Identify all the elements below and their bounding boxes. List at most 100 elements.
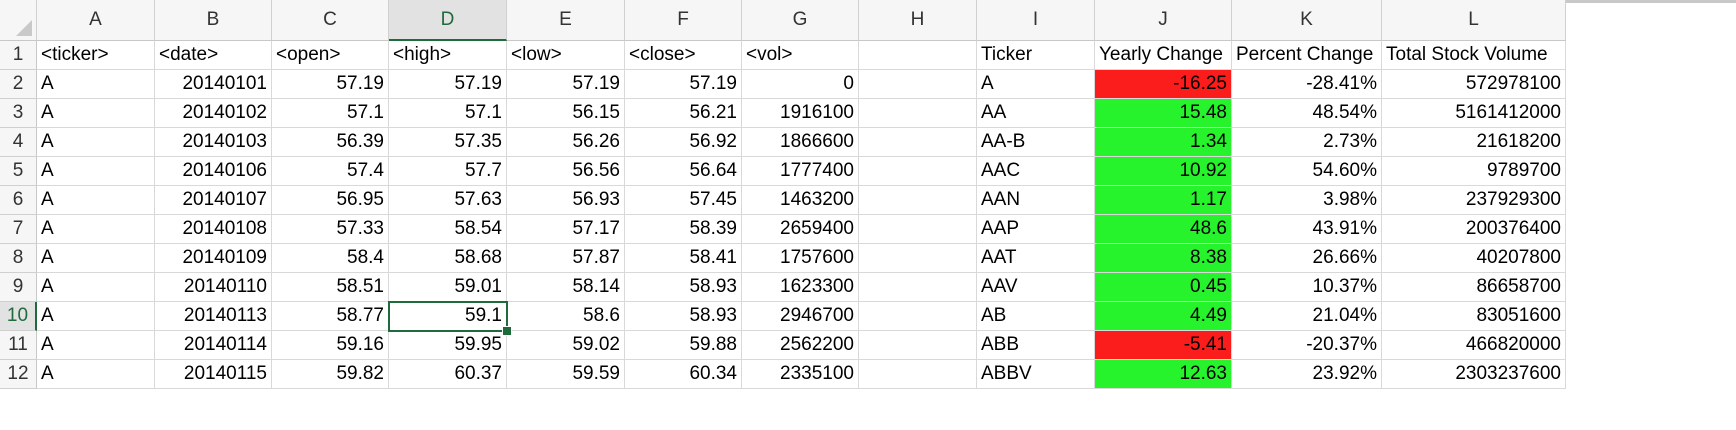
cell-g1[interactable]: <vol>	[742, 41, 859, 70]
cell-d10[interactable]: 59.1	[389, 302, 507, 331]
cell-k10[interactable]: 21.04%	[1232, 302, 1382, 331]
cell-e3[interactable]: 56.15	[507, 99, 625, 128]
cell-c5[interactable]: 57.4	[272, 157, 389, 186]
select-all-corner[interactable]	[0, 0, 37, 41]
cell-f11[interactable]: 59.88	[625, 331, 742, 360]
cell-e4[interactable]: 56.26	[507, 128, 625, 157]
cell-h1[interactable]	[859, 41, 977, 70]
cell-l9[interactable]: 86658700	[1382, 273, 1566, 302]
cell-g7[interactable]: 2659400	[742, 215, 859, 244]
cell-b5[interactable]: 20140106	[155, 157, 272, 186]
cell-c8[interactable]: 58.4	[272, 244, 389, 273]
cell-j3[interactable]: 15.48	[1095, 99, 1232, 128]
cell-h10[interactable]	[859, 302, 977, 331]
cell-e7[interactable]: 57.17	[507, 215, 625, 244]
cell-f6[interactable]: 57.45	[625, 186, 742, 215]
column-header-d[interactable]: D	[389, 0, 507, 41]
cell-j1[interactable]: Yearly Change	[1095, 41, 1232, 70]
cell-f9[interactable]: 58.93	[625, 273, 742, 302]
cell-j4[interactable]: 1.34	[1095, 128, 1232, 157]
cell-j10[interactable]: 4.49	[1095, 302, 1232, 331]
cell-h4[interactable]	[859, 128, 977, 157]
cell-i11[interactable]: ABB	[977, 331, 1095, 360]
cell-c12[interactable]: 59.82	[272, 360, 389, 389]
cell-h11[interactable]	[859, 331, 977, 360]
cell-e6[interactable]: 56.93	[507, 186, 625, 215]
cell-j5[interactable]: 10.92	[1095, 157, 1232, 186]
cell-b3[interactable]: 20140102	[155, 99, 272, 128]
cell-c7[interactable]: 57.33	[272, 215, 389, 244]
cell-e10[interactable]: 58.6	[507, 302, 625, 331]
column-header-i[interactable]: I	[977, 0, 1095, 41]
cell-b6[interactable]: 20140107	[155, 186, 272, 215]
cell-h3[interactable]	[859, 99, 977, 128]
row-header-8[interactable]: 8	[0, 244, 37, 273]
column-header-f[interactable]: F	[625, 0, 742, 41]
cell-l4[interactable]: 21618200	[1382, 128, 1566, 157]
cell-l3[interactable]: 5161412000	[1382, 99, 1566, 128]
column-header-k[interactable]: K	[1232, 0, 1382, 41]
cell-e9[interactable]: 58.14	[507, 273, 625, 302]
cell-e11[interactable]: 59.02	[507, 331, 625, 360]
cell-l5[interactable]: 9789700	[1382, 157, 1566, 186]
cell-h6[interactable]	[859, 186, 977, 215]
cell-h2[interactable]	[859, 70, 977, 99]
cell-j2[interactable]: -16.25	[1095, 70, 1232, 99]
cell-d3[interactable]: 57.1	[389, 99, 507, 128]
cell-e8[interactable]: 57.87	[507, 244, 625, 273]
row-header-9[interactable]: 9	[0, 273, 37, 302]
cell-d4[interactable]: 57.35	[389, 128, 507, 157]
cell-g10[interactable]: 2946700	[742, 302, 859, 331]
cell-e12[interactable]: 59.59	[507, 360, 625, 389]
cell-g6[interactable]: 1463200	[742, 186, 859, 215]
cell-h9[interactable]	[859, 273, 977, 302]
cell-a4[interactable]: A	[37, 128, 155, 157]
cell-g2[interactable]: 0	[742, 70, 859, 99]
cell-l2[interactable]: 572978100	[1382, 70, 1566, 99]
cell-d6[interactable]: 57.63	[389, 186, 507, 215]
column-header-h[interactable]: H	[859, 0, 977, 41]
column-header-l[interactable]: L	[1382, 0, 1566, 41]
cell-e2[interactable]: 57.19	[507, 70, 625, 99]
cell-c3[interactable]: 57.1	[272, 99, 389, 128]
cell-k2[interactable]: -28.41%	[1232, 70, 1382, 99]
column-header-b[interactable]: B	[155, 0, 272, 41]
cell-e5[interactable]: 56.56	[507, 157, 625, 186]
cell-f4[interactable]: 56.92	[625, 128, 742, 157]
column-header-g[interactable]: G	[742, 0, 859, 41]
cell-i12[interactable]: ABBV	[977, 360, 1095, 389]
cell-d12[interactable]: 60.37	[389, 360, 507, 389]
cell-g12[interactable]: 2335100	[742, 360, 859, 389]
cell-a12[interactable]: A	[37, 360, 155, 389]
cell-j7[interactable]: 48.6	[1095, 215, 1232, 244]
cell-a2[interactable]: A	[37, 70, 155, 99]
column-header-c[interactable]: C	[272, 0, 389, 41]
cell-b4[interactable]: 20140103	[155, 128, 272, 157]
cell-j6[interactable]: 1.17	[1095, 186, 1232, 215]
cell-d1[interactable]: <high>	[389, 41, 507, 70]
row-header-7[interactable]: 7	[0, 215, 37, 244]
column-header-e[interactable]: E	[507, 0, 625, 41]
cell-k4[interactable]: 2.73%	[1232, 128, 1382, 157]
cell-h7[interactable]	[859, 215, 977, 244]
cell-h12[interactable]	[859, 360, 977, 389]
cell-i2[interactable]: A	[977, 70, 1095, 99]
cell-i6[interactable]: AAN	[977, 186, 1095, 215]
cell-a3[interactable]: A	[37, 99, 155, 128]
cell-i7[interactable]: AAP	[977, 215, 1095, 244]
cell-i3[interactable]: AA	[977, 99, 1095, 128]
row-header-1[interactable]: 1	[0, 41, 37, 70]
cell-g9[interactable]: 1623300	[742, 273, 859, 302]
cell-d7[interactable]: 58.54	[389, 215, 507, 244]
cell-k5[interactable]: 54.60%	[1232, 157, 1382, 186]
row-header-10[interactable]: 10	[0, 302, 37, 331]
cell-i9[interactable]: AAV	[977, 273, 1095, 302]
cell-f5[interactable]: 56.64	[625, 157, 742, 186]
cell-f10[interactable]: 58.93	[625, 302, 742, 331]
cell-a1[interactable]: <ticker>	[37, 41, 155, 70]
cell-j8[interactable]: 8.38	[1095, 244, 1232, 273]
cell-f8[interactable]: 58.41	[625, 244, 742, 273]
cell-k12[interactable]: 23.92%	[1232, 360, 1382, 389]
cell-c2[interactable]: 57.19	[272, 70, 389, 99]
cell-e1[interactable]: <low>	[507, 41, 625, 70]
